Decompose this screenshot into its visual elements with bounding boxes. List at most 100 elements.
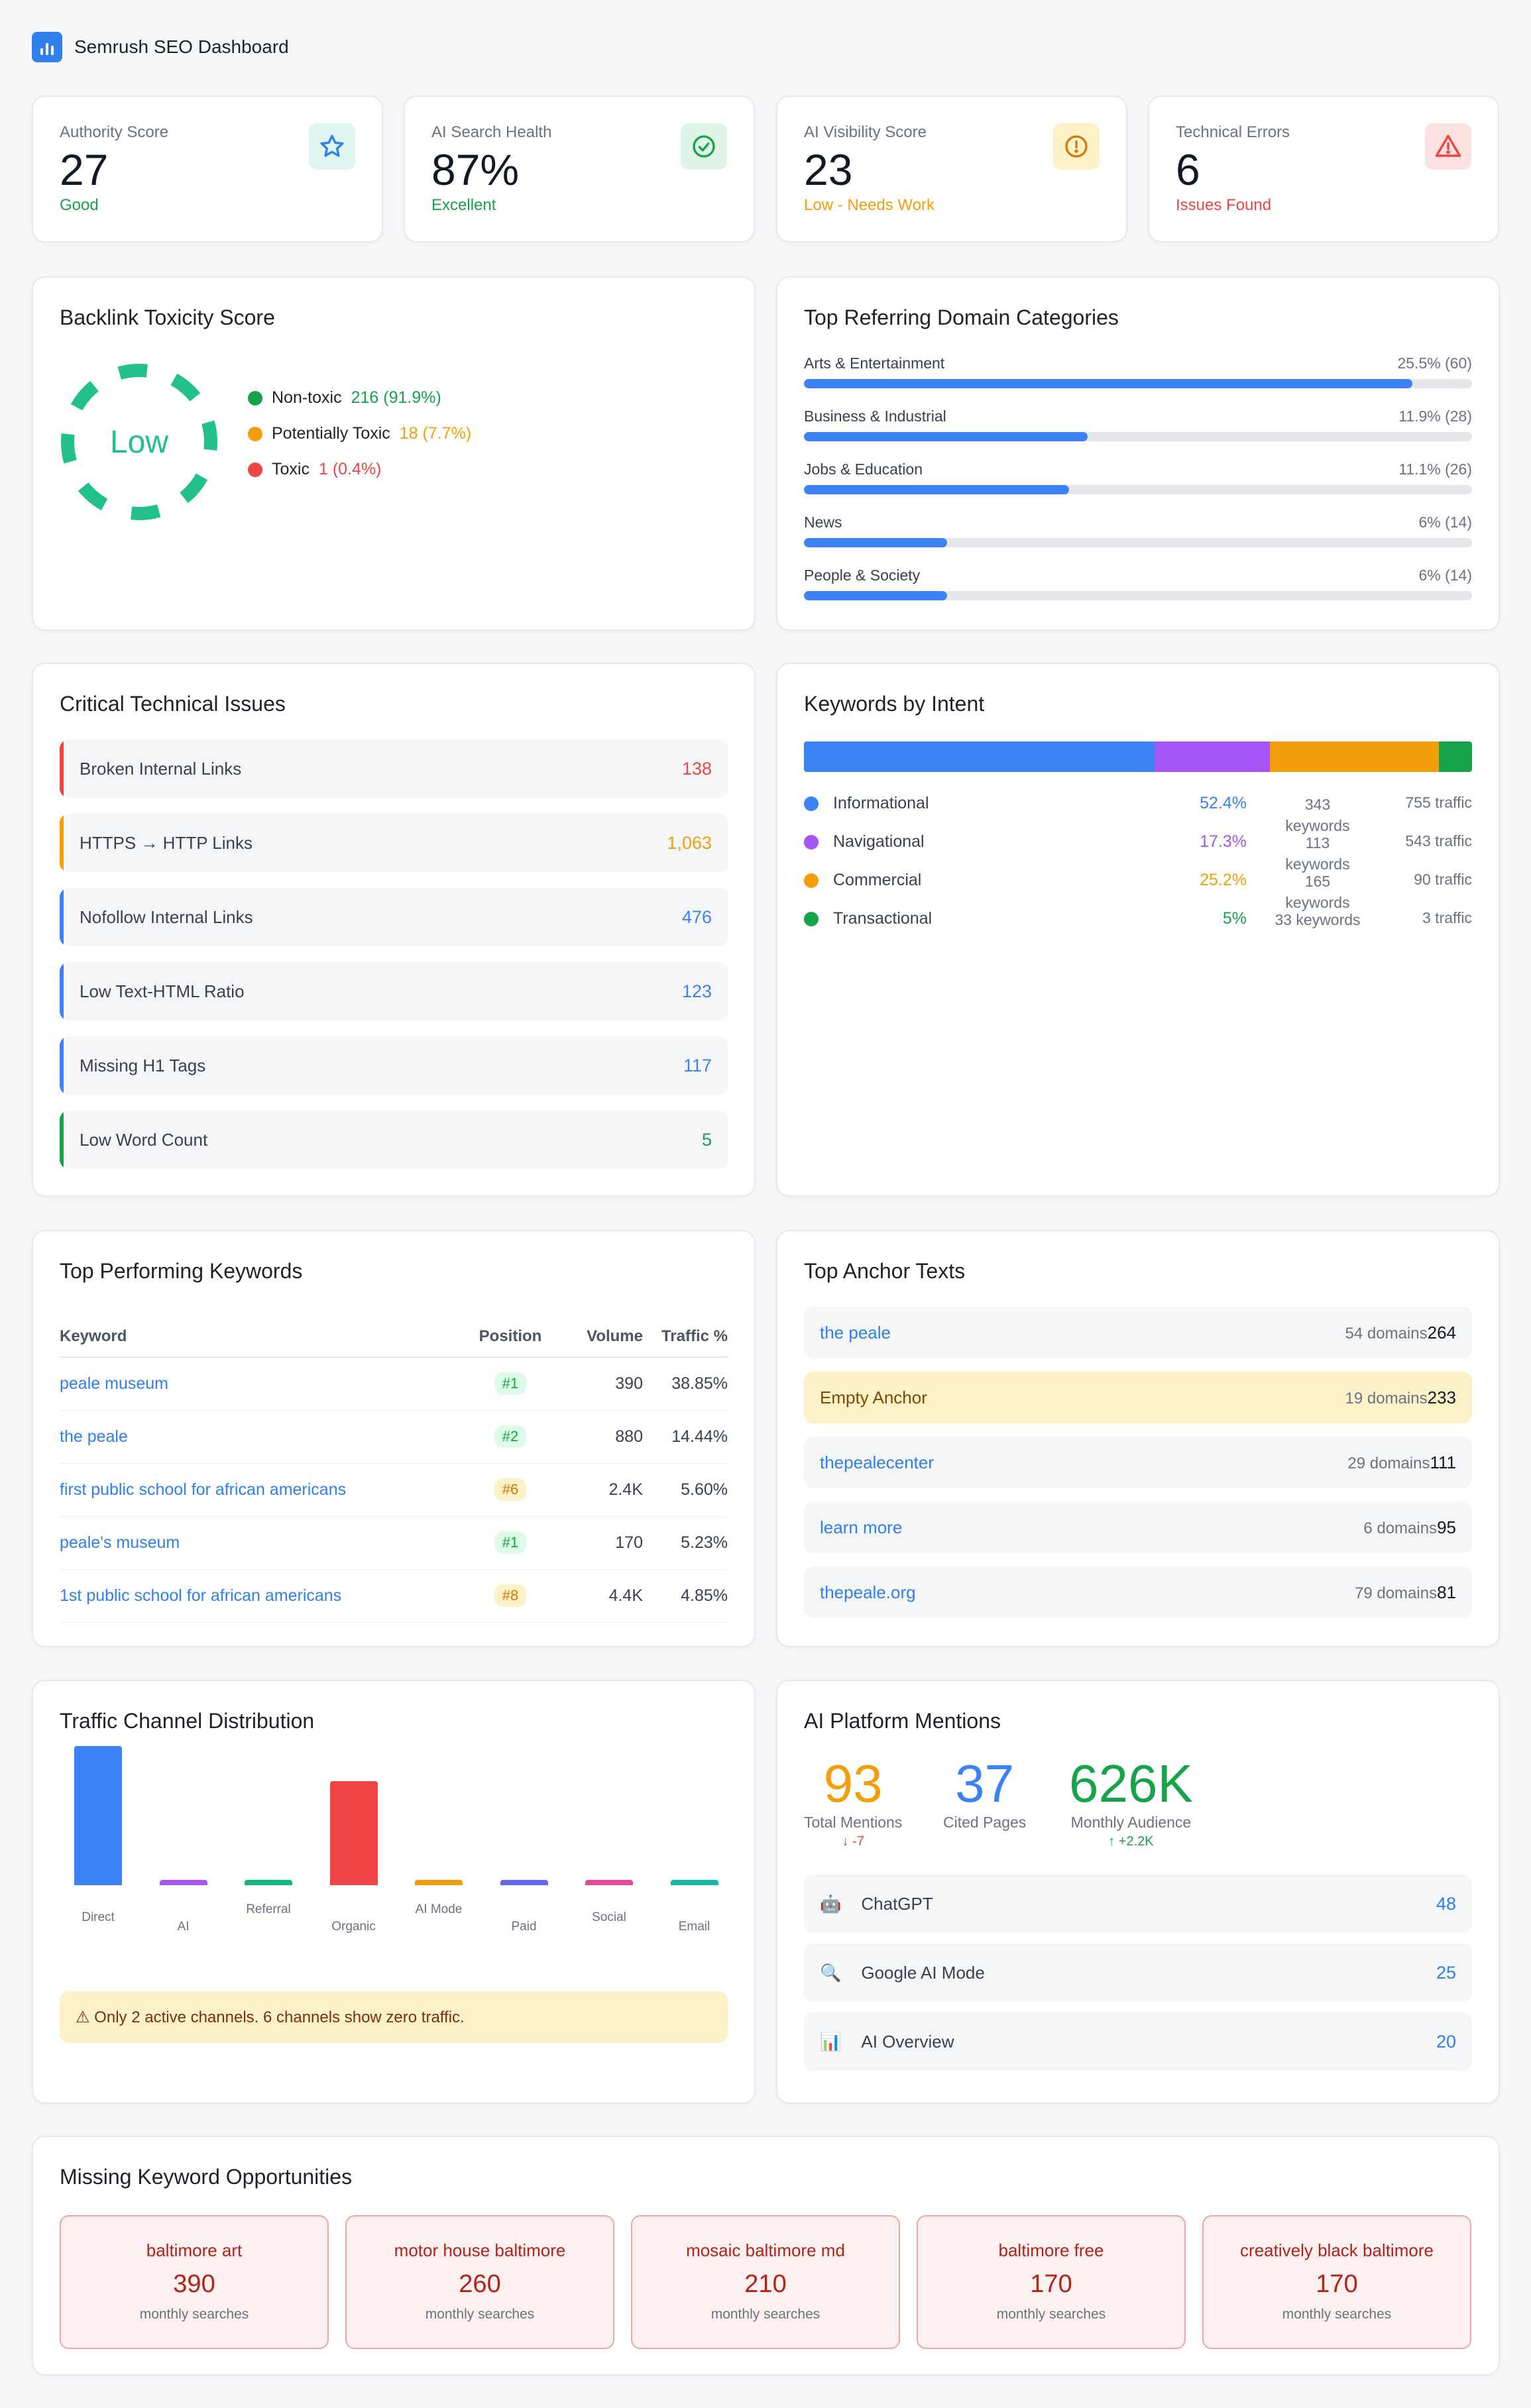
bar-email[interactable]	[670, 1880, 718, 1885]
referring-domains-card: Top Referring Domain Categories Arts & E…	[776, 276, 1500, 631]
card-title: AI Platform Mentions	[804, 1709, 1001, 1733]
opportunity-card[interactable]: motor house baltimore 260 monthly searches	[345, 2215, 614, 2349]
kpi-value: 6	[1176, 145, 1200, 194]
platform-row[interactable]: 🔍 Google AI Mode 25	[804, 1943, 1472, 2002]
anchor-row[interactable]: Empty Anchor 19 domains233	[804, 1372, 1472, 1423]
bar-direct[interactable]	[74, 1746, 122, 1885]
intent-row: Navigational 17.3% 113 keywords 543 traffic	[804, 832, 1472, 873]
intent-traffic: 3 traffic	[1422, 909, 1472, 926]
robot-icon: 🤖	[820, 1893, 842, 1914]
bar-referral[interactable]	[245, 1880, 292, 1885]
legend-toxic: Toxic 1 (0.4%)	[248, 460, 381, 479]
keyword-link[interactable]: peale's museum	[60, 1516, 471, 1570]
opportunity-volume: 260	[459, 2270, 501, 2298]
platform-row[interactable]: 🤖 ChatGPT 48	[804, 1875, 1472, 1933]
legend-value: 18 (7.7%)	[399, 424, 472, 443]
bar-ai-mode[interactable]	[415, 1880, 463, 1885]
keyword-link[interactable]: 1st public school for african americans	[60, 1569, 471, 1623]
issue-label: Nofollow Internal Links	[80, 906, 253, 927]
issue-label: Low Word Count	[80, 1129, 208, 1150]
opportunity-card[interactable]: creatively black baltimore 170 monthly sea…	[1202, 2215, 1471, 2349]
table-row: 1st public school for african americans #…	[60, 1569, 728, 1623]
intent-keywords: 165 keywords	[1285, 873, 1350, 911]
anchor-text: the peale	[820, 1322, 891, 1342]
ai-mentions-card: AI Platform Mentions 93 Total Mentions ↓ -…	[776, 1680, 1500, 2104]
kpi-value: 87%	[431, 145, 520, 194]
issue-row[interactable]: Low Word Count 5	[60, 1111, 728, 1169]
category-label: News	[804, 514, 842, 531]
anchor-text: thepealecenter	[820, 1452, 935, 1472]
stat-label: Cited Pages	[943, 1814, 1027, 1831]
bar-header: News 6% (14)	[804, 514, 1472, 531]
platform-count: 25	[1436, 1962, 1456, 1983]
opportunity-card[interactable]: baltimore free 170 monthly searches	[917, 2215, 1186, 2349]
keyword-link[interactable]: peale museum	[60, 1357, 471, 1411]
opportunity-card[interactable]: baltimore art 390 monthly searches	[60, 2215, 329, 2349]
bar-header: People & Society 6% (14)	[804, 567, 1472, 584]
bar-chart-icon: 📊	[820, 2031, 842, 2052]
intent-label: Commercial	[833, 871, 922, 889]
opportunity-card[interactable]: mosaic baltimore md 210 monthly searches	[631, 2215, 900, 2349]
stat-value: 93	[823, 1754, 883, 1813]
anchor-stats: 79 domains81	[1355, 1582, 1456, 1603]
card-title: Top Performing Keywords	[60, 1259, 303, 1283]
kpi-value: 23	[804, 145, 853, 194]
orange-dot-icon	[248, 426, 262, 441]
intent-label: Informational	[833, 794, 929, 812]
platform-count: 20	[1436, 2031, 1456, 2052]
x-axis-label: Referral	[246, 1902, 291, 1916]
traffic-cell: 5.60%	[643, 1463, 728, 1517]
issue-label: Missing H1 Tags	[80, 1055, 206, 1075]
bar-ai[interactable]	[159, 1880, 207, 1885]
issue-row[interactable]: HTTPS → HTTP Links 1,063	[60, 814, 728, 872]
column-header-keyword[interactable]: Keyword	[60, 1316, 471, 1358]
anchor-row[interactable]: the peale 54 domains264	[804, 1307, 1472, 1358]
stat-label: Total Mentions	[804, 1814, 903, 1831]
intent-traffic: 755 traffic	[1405, 794, 1472, 811]
position-badge: #2	[494, 1425, 527, 1448]
anchor-domains: 54 domains	[1345, 1324, 1428, 1342]
anchor-row[interactable]: thepealecenter 29 domains111	[804, 1437, 1472, 1488]
stat-delta: ↑ +2.2K	[1108, 1834, 1154, 1849]
ai-stat: 37 Cited Pages	[943, 1754, 1026, 1834]
x-axis-label: Organic	[331, 1920, 376, 1934]
bar-paid[interactable]	[500, 1880, 548, 1885]
stat-value: 37	[955, 1754, 1015, 1813]
issue-row[interactable]: Missing H1 Tags 117	[60, 1036, 728, 1095]
x-axis-label: AI Mode	[415, 1902, 463, 1916]
anchor-row[interactable]: learn more 6 domains95	[804, 1502, 1472, 1553]
anchor-row[interactable]: thepeale.org 79 domains81	[804, 1566, 1472, 1618]
legend-label: Potentially Toxic	[272, 424, 390, 443]
column-header-traffic[interactable]: Traffic %	[643, 1316, 728, 1358]
column-header-position[interactable]: Position	[471, 1316, 550, 1358]
issue-row[interactable]: Low Text-HTML Ratio 123	[60, 962, 728, 1020]
opportunity-keyword: motor house baltimore	[394, 2240, 566, 2260]
progress-fill	[804, 485, 1069, 494]
keyword-link[interactable]: the peale	[60, 1410, 471, 1464]
intent-segment	[1270, 741, 1439, 772]
issue-row[interactable]: Nofollow Internal Links 476	[60, 888, 728, 946]
bar-organic[interactable]	[329, 1780, 378, 1885]
stat-value: 626K	[1069, 1754, 1193, 1813]
progress-track	[804, 379, 1472, 388]
position-cell: #1	[471, 1357, 550, 1411]
position-cell: #8	[471, 1569, 550, 1623]
issue-row[interactable]: Broken Internal Links 138	[60, 739, 728, 798]
stat-delta: ↓ -7	[842, 1834, 864, 1849]
platform-row[interactable]: 📊 AI Overview 20	[804, 2012, 1472, 2071]
opportunity-volume: 170	[1030, 2270, 1072, 2298]
kpi-status: Low - Needs Work	[804, 196, 935, 214]
card-title: Traffic Channel Distribution	[60, 1709, 315, 1733]
column-header-volume[interactable]: Volume	[550, 1316, 643, 1358]
table-row: first public school for african american…	[60, 1463, 728, 1517]
opportunity-keyword: baltimore art	[146, 2240, 243, 2260]
anchor-domains: 29 domains	[1347, 1454, 1430, 1472]
bar-social[interactable]	[585, 1880, 633, 1885]
volume-cell: 170	[550, 1516, 643, 1570]
legend-value: 216 (91.9%)	[351, 388, 441, 407]
category-value: 11.9% (28)	[1398, 408, 1472, 425]
card-title: Keywords by Intent	[804, 692, 985, 716]
category-value: 6% (14)	[1418, 514, 1472, 531]
intent-row: Transactional 5% 33 keywords 3 traffic	[804, 909, 1472, 936]
keyword-link[interactable]: first public school for african american…	[60, 1463, 471, 1517]
